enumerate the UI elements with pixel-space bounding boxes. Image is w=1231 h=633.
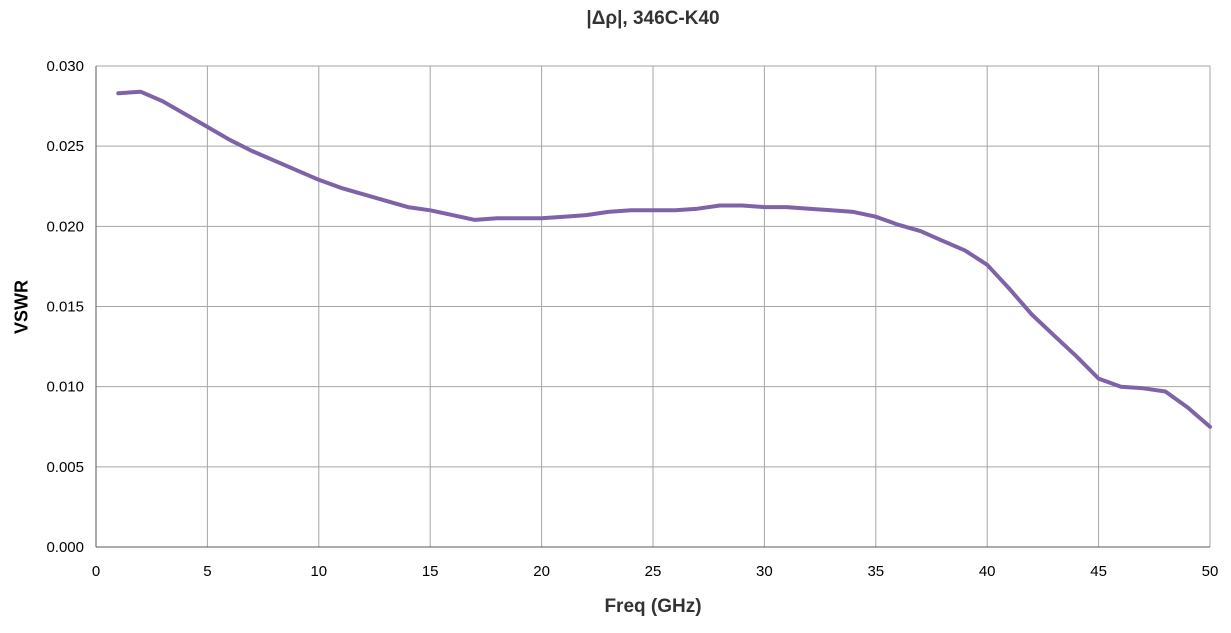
x-axis-label: Freq (GHz) (604, 596, 702, 617)
x-tick-label: 50 (1202, 563, 1219, 580)
x-tick-label: 35 (867, 563, 884, 580)
y-tick-label: 0.000 (46, 539, 84, 556)
x-tick-label: 15 (422, 563, 439, 580)
x-tick-label: 25 (645, 563, 662, 580)
y-tick-label: 0.010 (46, 379, 84, 396)
x-tick-label: 5 (203, 563, 211, 580)
y-tick-label: 0.015 (46, 299, 84, 316)
y-tick-label: 0.030 (46, 58, 84, 75)
x-tick-label: 40 (979, 563, 996, 580)
series-line (116, 89, 1212, 429)
y-tick-label: 0.005 (46, 459, 84, 476)
x-tick-label: 45 (1090, 563, 1107, 580)
x-tick-label: 10 (310, 563, 327, 580)
x-tick-label: 0 (92, 563, 100, 580)
chart-title: |Δρ|, 346C-K40 (586, 8, 720, 29)
y-tick-label: 0.025 (46, 138, 84, 155)
x-tick-label: 30 (756, 563, 773, 580)
x-tick-label: 20 (533, 563, 550, 580)
y-tick-label: 0.020 (46, 218, 84, 235)
